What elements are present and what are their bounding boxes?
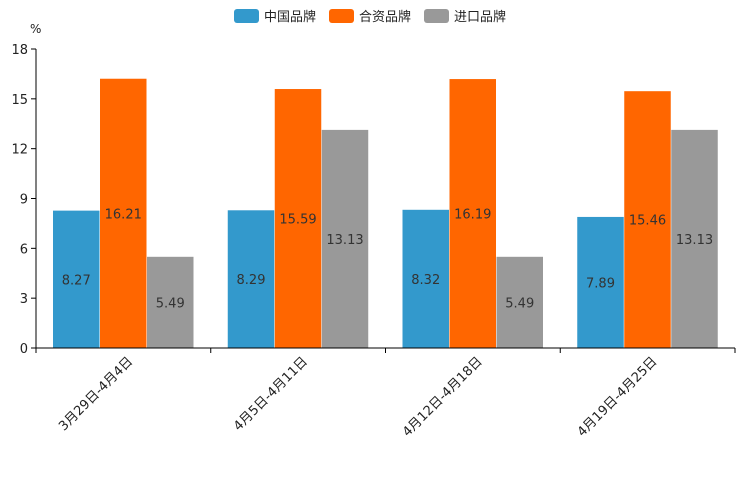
bar [274,89,322,348]
data-label: 13.13 [326,233,363,248]
legend-label: 中国品牌 [264,9,316,25]
y-tick-label: 9 [20,193,28,208]
data-label: 8.29 [237,273,266,288]
bar [100,78,147,348]
x-category-label: 4月19日-4月25日 [575,354,661,440]
y-tick-label: 6 [20,242,28,257]
legend-swatch [424,9,449,23]
legend-label: 进口品牌 [454,9,506,25]
bar [402,209,449,348]
data-label: 7.89 [586,276,615,291]
legend-item[interactable]: 中国品牌 [234,9,316,25]
data-label: 16.19 [454,208,491,223]
x-category-label: 3月29日-4月4日 [56,354,136,434]
y-tick-label: 15 [11,93,28,108]
y-tick-label: 0 [20,342,28,357]
data-label: 15.46 [629,214,666,229]
y-axis-unit: % [30,22,41,36]
y-tick-label: 18 [11,43,28,58]
data-label: 5.49 [156,296,185,311]
data-label: 8.27 [62,273,91,288]
legend: 中国品牌 合资品牌 进口品牌 [234,9,506,25]
x-category-label: 4月12日-4月18日 [400,354,486,440]
bar [496,256,543,348]
bar [53,210,100,348]
bar [227,210,275,348]
legend-swatch [329,9,354,23]
bars [53,78,718,349]
bar [147,256,194,348]
data-label: 15.59 [279,213,316,228]
y-tick-label: 12 [11,143,28,158]
x-axis: 3月29日-4月4日 4月5日-4月11日 4月12日-4月18日 4月19日-4月2… [35,347,736,440]
legend-label: 合资品牌 [359,9,411,25]
data-label: 5.49 [505,296,534,311]
y-tick-label: 3 [20,292,28,307]
data-label: 8.32 [411,273,440,288]
data-label: 16.21 [105,207,142,222]
legend-swatch [234,9,259,23]
bar [449,79,496,349]
data-labels: 8.27 16.21 5.49 8.29 15.59 13.13 8.32 16.19 5.49… [62,207,713,311]
data-label: 13.13 [676,233,713,248]
y-axis: 0 3 6 9 12 15 18 [11,43,37,357]
legend-item[interactable]: 进口品牌 [424,9,506,25]
bar [321,129,369,348]
bar [624,91,671,348]
x-category-label: 4月5日-4月11日 [231,354,311,434]
legend-item[interactable]: 合资品牌 [329,9,411,25]
bar [671,129,718,348]
bar [577,216,624,348]
